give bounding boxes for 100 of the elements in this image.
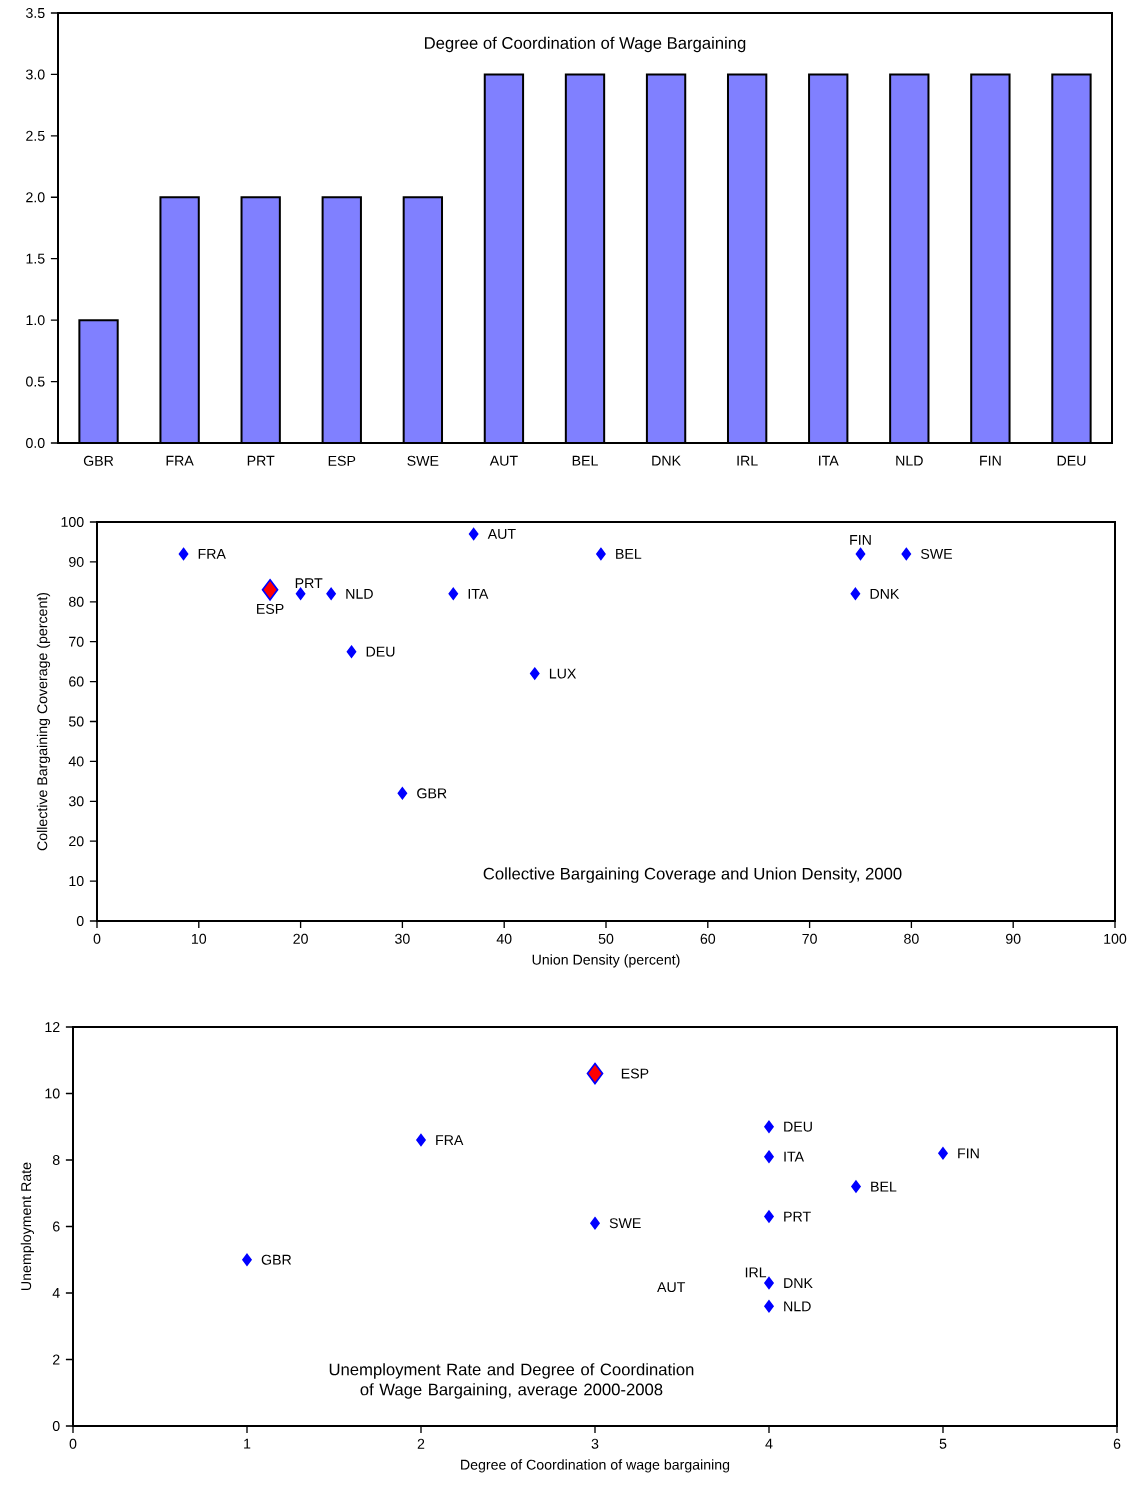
y-tick-label: 6: [53, 1221, 60, 1232]
y-tick-label: 50: [68, 716, 84, 727]
annotation: GBR: [261, 1254, 292, 1265]
y-tick-label: 12: [45, 1022, 60, 1032]
point: [855, 547, 866, 561]
point: [326, 587, 336, 600]
annotation: SWE: [921, 548, 953, 559]
annotation: DEU: [366, 646, 395, 657]
point: [764, 1150, 774, 1163]
y-tick-label: 0.0: [26, 437, 45, 448]
y-tick-label: 80: [69, 596, 84, 607]
y-tick-label: 60: [69, 676, 84, 687]
annotation: BEL: [871, 1181, 897, 1192]
annotation: FIN: [958, 1148, 979, 1159]
annotation: PRT: [295, 578, 323, 589]
x-tick-label: 40: [496, 933, 512, 944]
point: [586, 1062, 604, 1085]
x-tick-label: 0: [93, 933, 101, 944]
x-tick-label: 100: [1104, 933, 1127, 944]
point: [529, 667, 540, 680]
point: [346, 645, 357, 658]
x-tick-label: 4: [765, 1438, 773, 1449]
x-tick-label: ITA: [819, 455, 839, 466]
annotation: AUT: [487, 529, 516, 539]
y-tick-label: 100: [61, 516, 84, 527]
x-tick-label: FRA: [166, 455, 194, 466]
x-tick-label: NLD: [896, 455, 923, 466]
annotation: FIN: [850, 535, 871, 545]
y-tick-label: 2.5: [26, 130, 45, 141]
point: [468, 527, 479, 541]
annotation: PRT: [784, 1211, 811, 1222]
y-tick-label: 1.5: [26, 253, 45, 264]
point: [764, 1276, 774, 1290]
y-tick-label: 0: [76, 915, 84, 926]
annotation: IRL: [745, 1267, 767, 1278]
point: [938, 1147, 948, 1160]
y-tick-label: 0: [52, 1420, 60, 1432]
annotation: FRA: [198, 549, 226, 559]
x-tick-label: AUT: [489, 455, 518, 466]
annotation: SWE: [609, 1218, 641, 1229]
y-tick-label: 40: [68, 756, 84, 767]
point: [764, 1210, 774, 1223]
point: [764, 1300, 774, 1313]
x-tick-label: 60: [700, 933, 716, 944]
x-tick-label: SWE: [407, 455, 439, 466]
point: [851, 1180, 861, 1193]
point: [590, 1217, 600, 1230]
annotation: Collective Bargaining Coverage and Union Density, 2000: [483, 867, 902, 883]
x-tick-label: GBR: [83, 455, 114, 466]
x-axis-title: Degree of Coordination of wage bargaining: [461, 1459, 730, 1473]
y-axis-title: Collective Bargaining Coverage (percent): [36, 592, 51, 851]
text: Degree of Coordination of Wage Bargaining: [424, 36, 746, 53]
point: [764, 1120, 774, 1133]
y-tick-label: 2: [52, 1354, 60, 1365]
annotation: AUT: [657, 1282, 686, 1293]
annotation: GBR: [417, 788, 447, 799]
y-tick-label: 90: [69, 556, 84, 567]
x-tick-label: BEL: [572, 455, 598, 466]
annotation: NLD: [346, 588, 373, 599]
x-tick-label: IRL: [737, 455, 758, 466]
y-tick-label: 30: [68, 796, 84, 807]
x-tick-label: 80: [904, 933, 919, 944]
point: [596, 547, 606, 561]
annotation: NLD: [784, 1301, 811, 1312]
y-tick-label: 70: [69, 636, 84, 647]
point: [448, 587, 459, 600]
y-tick-label: 8: [52, 1154, 60, 1166]
point: [850, 587, 861, 600]
x-tick-label: 6: [1113, 1438, 1121, 1449]
y-axis-title: Unemployment Rate: [20, 1162, 34, 1290]
point: [242, 1253, 252, 1266]
x-tick-label: PRT: [247, 455, 275, 466]
x-tick-label: FIN: [980, 455, 1001, 466]
annotation: ESP: [621, 1068, 649, 1079]
y-tick-label: 4: [52, 1288, 60, 1298]
x-tick-label: 5: [939, 1438, 947, 1449]
x-tick-label: DEU: [1057, 455, 1086, 466]
x-tick-label: 3: [591, 1438, 599, 1449]
annotation: ITA: [468, 588, 489, 599]
y-tick-label: 2.0: [26, 192, 45, 203]
y-tick-label: 1.0: [26, 315, 45, 326]
annotation: DEU: [784, 1121, 812, 1132]
x-tick-label: 1: [244, 1438, 251, 1449]
x-tick-label: 30: [395, 933, 410, 944]
annotation: DNK: [870, 588, 900, 599]
x-tick-label: DNK: [652, 455, 681, 466]
annotation: ITA: [784, 1151, 805, 1162]
x-tick-label: ESP: [328, 455, 356, 466]
annotation: FRA: [436, 1135, 464, 1145]
y-tick-label: 3.0: [26, 69, 45, 80]
x-axis-title: Union Density (percent): [532, 954, 680, 968]
y-tick-label: 0.5: [26, 376, 45, 387]
y-tick-label: 10: [69, 876, 84, 887]
annotation: LUX: [549, 668, 577, 679]
annotation: ESP: [257, 603, 284, 614]
point: [397, 787, 408, 800]
annotation: Unemployment Rate and Degree of Coordination of Wage Bargaining, average 2000-2008: [329, 1363, 694, 1399]
annotation: BEL: [616, 549, 642, 559]
point: [901, 547, 912, 561]
x-tick-label: 90: [1005, 933, 1021, 944]
